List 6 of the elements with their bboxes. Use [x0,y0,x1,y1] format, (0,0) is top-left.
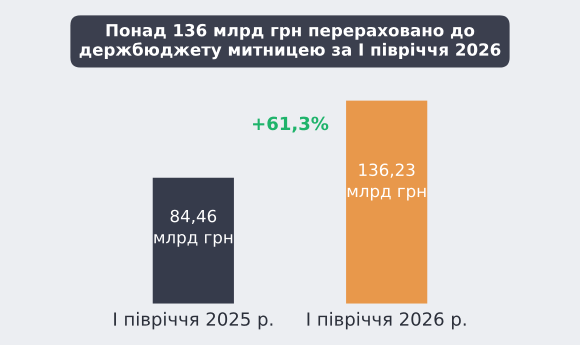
annotation: +61,3% [253,116,328,133]
data-label: 84,46 млрд грн [154,210,232,247]
data-label: 136,23 млрд грн [348,163,426,200]
x-tick-label: І півріччя 2026 р. [308,312,466,330]
x-tick-label: І півріччя 2025 р. [114,312,272,330]
chart-title: Понад 136 млрд грн перераховано до держбюджету митницею за І півріччя 2026 [80,24,500,60]
